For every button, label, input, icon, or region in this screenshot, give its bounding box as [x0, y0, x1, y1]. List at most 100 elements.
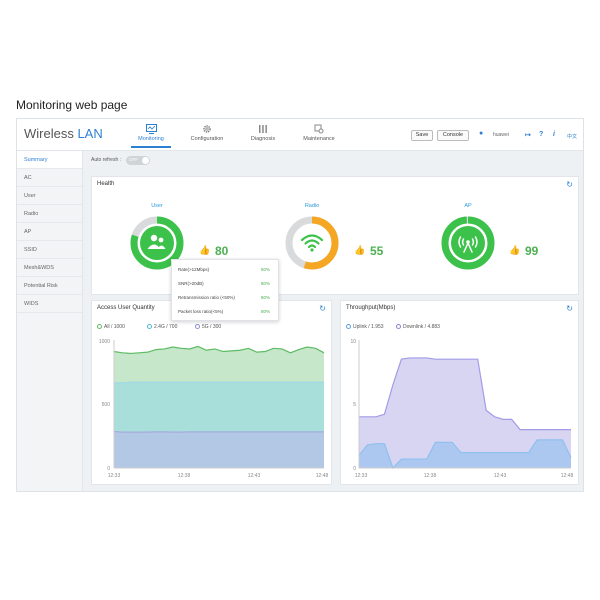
user-name[interactable]: huawei [493, 132, 509, 138]
x-tick-label: 12:33 [108, 473, 121, 479]
tools-icon [314, 124, 324, 134]
nav-maintenance-label: Maintenance [303, 136, 335, 142]
toggle-state: OFF [129, 157, 138, 162]
tooltip-row-label: SNR(>20dB) [178, 281, 204, 286]
access-user-title: Access User Quantity [97, 305, 155, 311]
tooltip-row: Retransmission ratio (<50%) 80% [178, 295, 270, 303]
access-refresh-icon[interactable]: ↻ [319, 304, 326, 313]
bars-icon [259, 125, 267, 133]
series-5g-line [113, 430, 324, 433]
access-user-chart[interactable]: 1000 500 0 12:33 12:38 12:43 12:48 [92, 335, 333, 485]
sidebar-item-user[interactable]: User [17, 187, 82, 205]
auto-refresh-toggle[interactable]: OFF [126, 156, 150, 165]
throughput-panel: Throughput(Mbps) ↻ Uplink / 1.953 Downli… [340, 300, 579, 485]
gauge-user-label: User [151, 203, 163, 209]
health-refresh-icon[interactable]: ↻ [566, 180, 573, 189]
sidebar-item-radio[interactable]: Radio [17, 205, 82, 223]
monitor-icon [145, 124, 157, 134]
thumbs-up-icon: 👍 [509, 245, 521, 255]
thumbs-up-icon: 👍 [199, 245, 211, 255]
series-downlink-line [359, 357, 571, 431]
access-user-panel: Access User Quantity ↻ All / 1000 2.4G /… [91, 300, 332, 485]
console-button[interactable]: Console [437, 130, 469, 141]
y-tick-label: 0 [353, 466, 356, 472]
y-tick-label: 5 [353, 402, 356, 408]
legend-24g-label: 2.4G / 700 [154, 324, 178, 330]
info-icon[interactable]: i [553, 131, 555, 138]
gauge-radio-ring [285, 216, 339, 270]
x-tick-label: 12:48 [561, 473, 574, 479]
wifi-icon [300, 234, 324, 249]
x-tick-label: 12:38 [424, 473, 437, 479]
nav-diagnosis-label: Diagnosis [250, 136, 276, 142]
gauge-user[interactable] [129, 215, 185, 271]
x-tick-label: 12:48 [316, 473, 329, 479]
nav-maintenance[interactable]: Maintenance [291, 124, 347, 142]
legend-downlink[interactable]: Downlink / 4.883 [396, 324, 440, 330]
health-panel: Health ↻ User 👍 80 Radio 👍 55 [91, 176, 579, 295]
brand-accent-text: LAN [77, 126, 103, 141]
legend-all-swatch [97, 324, 102, 330]
throughput-refresh-icon[interactable]: ↻ [566, 304, 573, 313]
legend-5g[interactable]: 5G / 300 [195, 324, 221, 330]
sidebar: Summary AC User Radio AP SSID Mesh&WDS P… [17, 151, 83, 491]
series-all-line [113, 345, 325, 355]
users-icon [147, 234, 166, 249]
access-chart-series [113, 345, 325, 468]
y-tick-label: 10 [350, 339, 356, 345]
tooltip-row-pct: 80% [260, 309, 270, 314]
sidebar-item-potential-risk[interactable]: Potential Risk [17, 277, 82, 295]
gauge-radio-label: Radio [304, 203, 320, 209]
tooltip-row-label: Retransmission ratio (<50%) [178, 295, 235, 300]
gear-icon [203, 125, 211, 133]
gauge-ap-label: AP [464, 203, 472, 209]
y-tick-label: 1000 [99, 339, 110, 345]
user-health-tooltip: Rate(>12Mbps) 80% SNR(>20dB) 80% Retransmi… [171, 259, 279, 321]
tooltip-row: SNR(>20dB) 80% [178, 281, 270, 289]
tooltip-row-label: Packet loss ratio(<5%) [178, 309, 224, 314]
nav-monitoring-label: Monitoring [138, 136, 164, 142]
legend-uplink-swatch [346, 324, 351, 330]
health-title: Health [97, 181, 115, 187]
tooltip-row: Rate(>12Mbps) 80% [178, 267, 270, 275]
series-5g-area [114, 431, 324, 468]
legend-24g[interactable]: 2.4G / 700 [147, 324, 177, 330]
sidebar-item-ap[interactable]: AP [17, 223, 82, 241]
language-switch[interactable]: 中文 [567, 134, 578, 140]
wlan-app-window: Wireless LAN Monitoring Configuration Di… [16, 118, 584, 492]
sidebar-item-mesh-wds[interactable]: Mesh&WDS [17, 259, 82, 277]
x-tick-label: 12:33 [355, 473, 368, 479]
gauge-user-ring [130, 216, 184, 270]
sidebar-item-wids[interactable]: WIDS [17, 295, 82, 313]
x-tick-label: 12:43 [494, 473, 507, 479]
gauge-ap-ring [441, 216, 495, 270]
gauge-ap[interactable] [440, 215, 496, 271]
throughput-title: Throughput(Mbps) [346, 305, 396, 311]
tooltip-row-pct: 80% [260, 281, 270, 286]
x-tick-label: 12:38 [178, 473, 191, 479]
sidebar-item-ac[interactable]: AC [17, 169, 82, 187]
sidebar-item-summary[interactable]: Summary [17, 151, 82, 169]
throughput-chart-series [358, 357, 572, 470]
gauge-user-score: 80 [215, 244, 229, 258]
logout-icon[interactable]: ↦ [525, 132, 531, 139]
nav-diagnosis[interactable]: Diagnosis [235, 124, 291, 142]
sidebar-item-ssid[interactable]: SSID [17, 241, 82, 259]
legend-downlink-swatch [396, 324, 401, 330]
legend-5g-label: 5G / 300 [202, 324, 222, 330]
legend-all-label: All / 1000 [104, 324, 125, 330]
legend-uplink[interactable]: Uplink / 1.953 [346, 324, 384, 330]
legend-all[interactable]: All / 1000 [97, 324, 125, 330]
ap-icon [458, 236, 478, 253]
help-icon[interactable]: ? [539, 131, 544, 138]
throughput-chart[interactable]: 10 5 0 12:33 12:38 12:43 12:48 [341, 335, 580, 485]
save-button[interactable]: Save [411, 130, 433, 141]
tooltip-row-pct: 80% [260, 295, 270, 300]
user-icon: ● [479, 130, 484, 137]
nav-monitoring[interactable]: Monitoring [123, 124, 179, 148]
nav-configuration-label: Configuration [190, 136, 224, 142]
x-tick-label: 12:43 [248, 473, 261, 479]
tooltip-row: Packet loss ratio(<5%) 80% [178, 309, 270, 317]
nav-configuration[interactable]: Configuration [179, 124, 235, 142]
gauge-radio[interactable] [284, 215, 340, 271]
